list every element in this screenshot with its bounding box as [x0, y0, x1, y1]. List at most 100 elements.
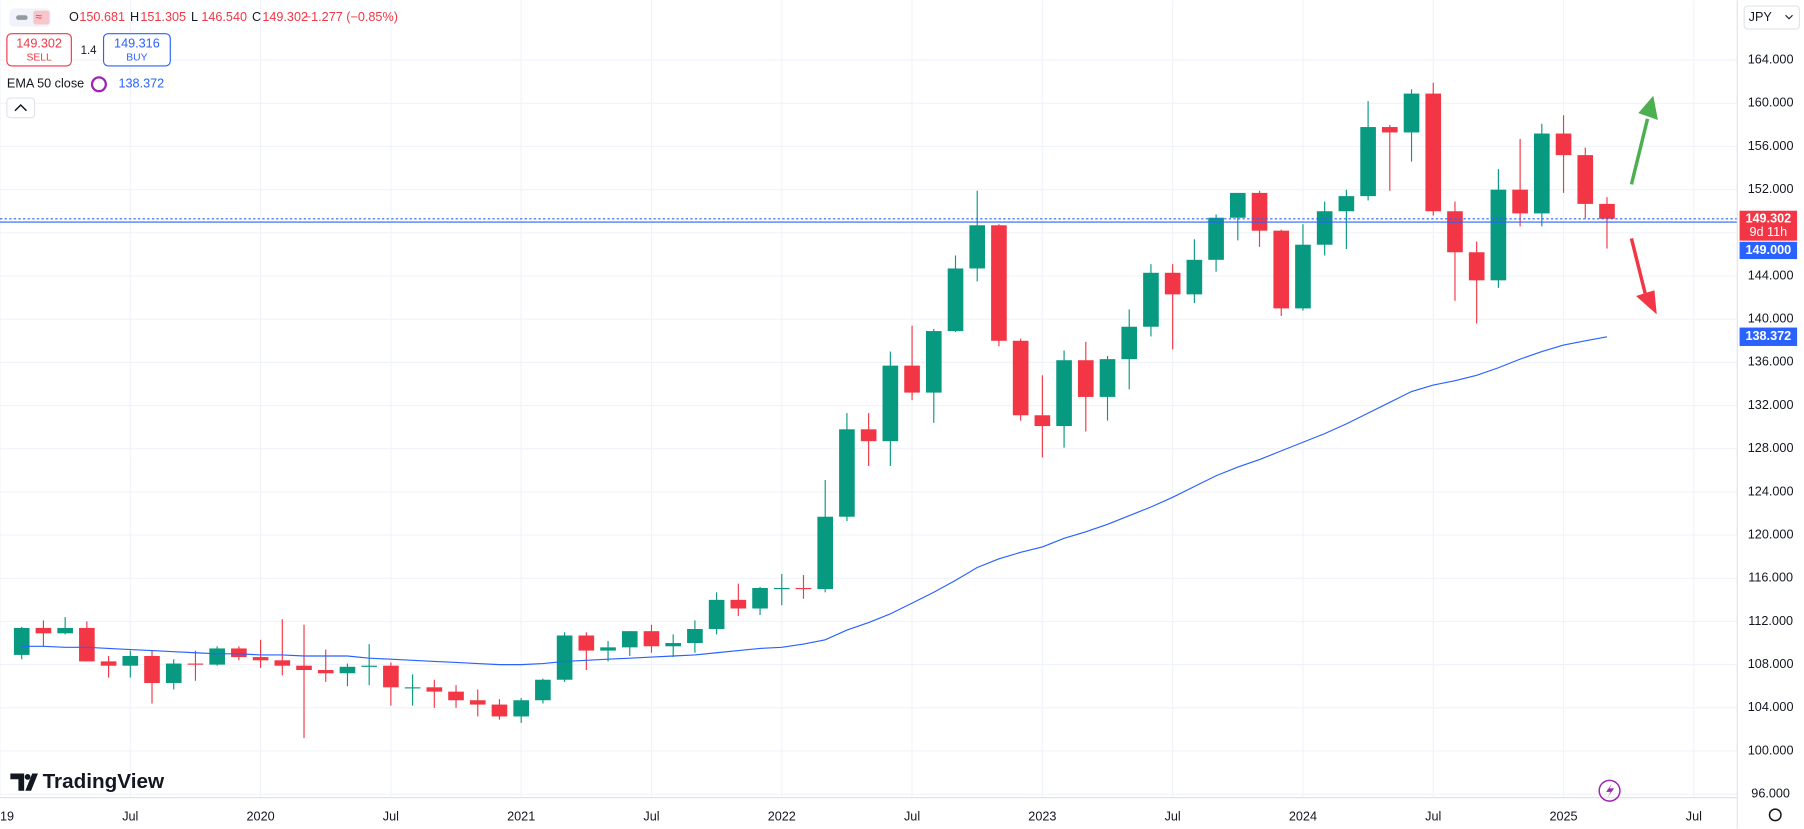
- lightning-button[interactable]: [1598, 779, 1621, 802]
- candle-body: [13, 627, 30, 655]
- candle-body: [1012, 340, 1029, 416]
- currency: JPY: [1749, 10, 1773, 24]
- arrow-head: [1638, 95, 1658, 120]
- change: −1.277 (−0.85%): [304, 10, 398, 24]
- candle-body: [773, 587, 790, 590]
- candle-body: [1056, 360, 1072, 427]
- price-label-bg: [1739, 210, 1798, 241]
- spread: 1.4: [81, 45, 98, 57]
- candle-body: [274, 660, 291, 666]
- indicator-icon[interactable]: [90, 76, 107, 93]
- candle-body: [600, 647, 616, 651]
- sell-button[interactable]: [6, 33, 72, 67]
- ohlc-key: L: [191, 10, 198, 24]
- candle-body: [187, 663, 204, 665]
- candle-body: [426, 687, 443, 692]
- chevron: [14, 103, 27, 112]
- indicator-name: EMA 50 close: [7, 77, 84, 91]
- arrow-up: [1629, 118, 1650, 185]
- candle-body: [1295, 244, 1311, 309]
- chevron: [1785, 14, 1793, 20]
- sell-label: SELL: [26, 53, 52, 64]
- y-tick-label: 128.000: [1748, 441, 1794, 455]
- candle-body: [35, 627, 52, 634]
- candle-body: [1208, 217, 1224, 260]
- ohlc-value: 151.305: [140, 10, 186, 24]
- arrow-head: [1636, 290, 1657, 315]
- candle-body: [383, 665, 399, 688]
- candle-body: [122, 655, 139, 666]
- candle-body: [252, 657, 269, 661]
- price-label: 138.372: [1745, 329, 1791, 343]
- y-tick-label: 144.000: [1748, 268, 1794, 282]
- sell-price: 149.302: [16, 36, 62, 50]
- y-tick-label: 116.000: [1748, 571, 1793, 585]
- x-tick-label: 2022: [768, 810, 796, 824]
- price-label-bg: [1739, 327, 1798, 346]
- x-tick-label: Jul: [122, 810, 138, 824]
- ohlc-value: 149.302: [262, 10, 308, 24]
- candle-body: [1273, 230, 1290, 309]
- candle-body: [1077, 360, 1094, 397]
- candle-body: [1468, 252, 1485, 281]
- y-tick-label: 140.000: [1748, 312, 1794, 326]
- candle-body: [556, 635, 573, 680]
- plot-area: [0, 0, 1738, 798]
- lightning: [1606, 783, 1615, 798]
- icon: [33, 10, 50, 25]
- candle-body: [1034, 415, 1051, 427]
- candle-body: [621, 631, 638, 648]
- indicator-value: 138.372: [119, 77, 165, 91]
- candle-body: [404, 687, 421, 689]
- buy-price: 149.316: [114, 36, 160, 50]
- candle-body: [491, 704, 508, 717]
- y-tick-label: 104.000: [1748, 700, 1794, 714]
- candle-body: [165, 663, 182, 683]
- candle-body: [1403, 93, 1420, 133]
- candle-body: [947, 268, 964, 332]
- x-tick-label: 2024: [1289, 810, 1317, 824]
- price-label-bg: [1739, 241, 1798, 260]
- candle-body: [643, 631, 660, 647]
- x-tick-label: Jul: [643, 810, 659, 824]
- ohlc-key: C: [252, 10, 261, 24]
- candle-body: [1099, 359, 1116, 397]
- y-tick-label: 108.000: [1748, 657, 1794, 671]
- x-tick-label: 2025: [1549, 810, 1577, 824]
- candle-body: [1599, 203, 1615, 219]
- y-tick-label: 156.000: [1748, 139, 1794, 153]
- candle-body: [144, 655, 160, 683]
- candle-body: [1381, 127, 1398, 133]
- candle-body: [817, 516, 834, 590]
- candle-body: [1447, 211, 1463, 253]
- candle-body: [1186, 259, 1203, 295]
- buy-label: BUY: [126, 53, 147, 64]
- candle-body: [969, 225, 986, 269]
- price-label: 149.302: [1745, 212, 1791, 226]
- candle-body: [1316, 211, 1333, 245]
- ohlc-key: H: [130, 10, 139, 24]
- buy-button[interactable]: [102, 33, 171, 67]
- x-tick-label: Jul: [1686, 810, 1702, 824]
- candle-body: [100, 661, 117, 666]
- candle-body: [1143, 272, 1159, 327]
- currency-button[interactable]: [1743, 5, 1800, 30]
- candle-body: [1534, 133, 1550, 214]
- settings-button[interactable]: [1768, 808, 1782, 822]
- candle-body: [925, 331, 942, 393]
- candle-body: [752, 587, 768, 609]
- candle-body: [708, 599, 725, 630]
- x-tick-label: Jul: [1425, 810, 1441, 824]
- ohlc-value: 150.681: [79, 10, 125, 24]
- candle-body: [339, 666, 356, 674]
- y-tick-label: 132.000: [1748, 398, 1794, 412]
- collapse-button[interactable]: [6, 97, 36, 119]
- x-tick-label: 2021: [507, 810, 535, 824]
- x-tick-label: 2020: [247, 810, 275, 824]
- icon: [16, 15, 28, 20]
- x-tick-label: 2023: [1028, 810, 1056, 824]
- candle-body: [231, 648, 247, 658]
- candle-body: [209, 648, 225, 665]
